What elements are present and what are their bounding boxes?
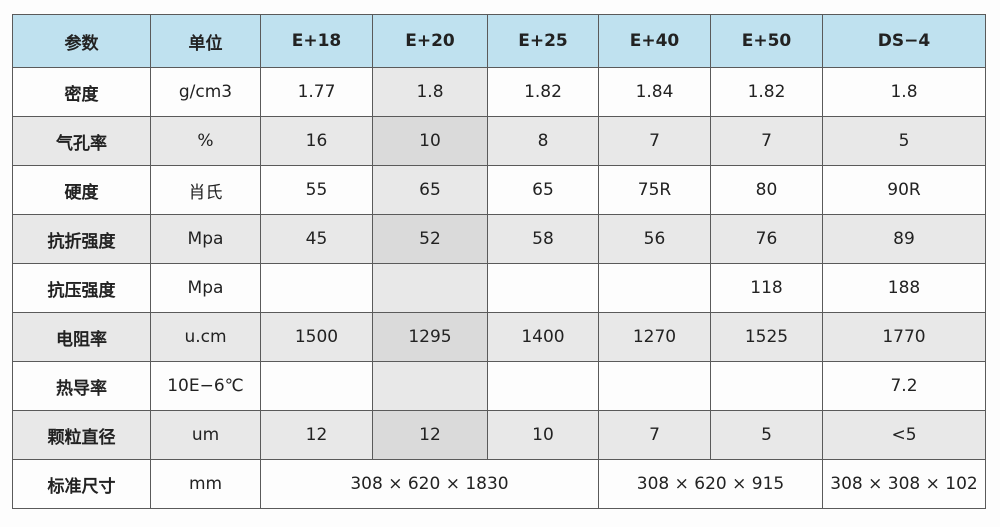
- table-cell: 89: [822, 214, 986, 264]
- table-cell: [598, 361, 711, 411]
- table-cell: 76: [710, 214, 823, 264]
- table-cell: 55: [260, 165, 373, 215]
- table-cell: 65: [372, 165, 488, 215]
- table-cell: 10: [372, 116, 488, 166]
- row-label: 抗压强度: [12, 263, 151, 313]
- row-label: 气孔率: [12, 116, 151, 166]
- table-cell: 7: [598, 116, 711, 166]
- row-label: 硬度: [12, 165, 151, 215]
- table-cell: u.cm: [150, 312, 261, 362]
- row-label: 热导率: [12, 361, 151, 411]
- table-cell: 45: [260, 214, 373, 264]
- header-cell: E+25: [487, 14, 599, 68]
- table-cell: 1525: [710, 312, 823, 362]
- table-row: 标准尺寸 mm 308 × 620 × 1830 308 × 620 × 915 308…: [12, 459, 986, 509]
- table-row: 电阻率 u.cm 1500 1295 1400 1270 1525 1770: [12, 312, 986, 362]
- table-cell: 1500: [260, 312, 373, 362]
- row-label: 抗折强度: [12, 214, 151, 264]
- table-cell: 肖氏: [150, 165, 261, 215]
- table-row: 抗折强度 Mpa 45 52 58 56 76 89: [12, 214, 986, 264]
- table-cell: 7.2: [822, 361, 986, 411]
- header-cell: 参数: [12, 14, 151, 68]
- header-cell: 单位: [150, 14, 261, 68]
- header-row: 参数 单位 E+18 E+20 E+25 E+40 E+50 DS−4: [12, 14, 986, 68]
- table-cell: 10E−6℃: [150, 361, 261, 411]
- table-cell: mm: [150, 459, 261, 509]
- table-cell: 1.8: [372, 67, 488, 117]
- table-cell: 7: [710, 116, 823, 166]
- table-cell: um: [150, 410, 261, 460]
- table-cell: 90R: [822, 165, 986, 215]
- table-cell: [372, 361, 488, 411]
- table-cell: 56: [598, 214, 711, 264]
- table-cell: 52: [372, 214, 488, 264]
- table-cell: 1.8: [822, 67, 986, 117]
- table-row: 气孔率% 16 10 8 7 7 5: [12, 116, 986, 166]
- row-label: 电阻率: [12, 312, 151, 362]
- header-cell: E+20: [372, 14, 488, 68]
- table-cell: 1.82: [710, 67, 823, 117]
- table-cell: 188: [822, 263, 986, 313]
- table-cell: [487, 263, 599, 313]
- table-cell: 1295: [372, 312, 488, 362]
- table-cell: [710, 361, 823, 411]
- table-cell: 10: [487, 410, 599, 460]
- table-cell: 16: [260, 116, 373, 166]
- table-cell: 1770: [822, 312, 986, 362]
- table-cell: 1.77: [260, 67, 373, 117]
- table-cell: [598, 263, 711, 313]
- table-row: 密度 g/cm3 1.77 1.8 1.82 1.84 1.82 1.8: [12, 67, 986, 117]
- table-cell: 308 × 620 × 1830: [260, 459, 599, 509]
- table-cell: 118: [710, 263, 823, 313]
- table-cell: 1.84: [598, 67, 711, 117]
- table-cell: 8: [487, 116, 599, 166]
- table-cell: g/cm3: [150, 67, 261, 117]
- table-cell: 80: [710, 165, 823, 215]
- table-cell: 75R: [598, 165, 711, 215]
- table-cell: <5: [822, 410, 986, 460]
- table-row: 抗压强度 Mpa 118 188: [12, 263, 986, 313]
- table-cell: 12: [260, 410, 373, 460]
- table-cell: [487, 361, 599, 411]
- table-cell: [372, 263, 488, 313]
- table-cell: 308 × 308 × 102: [822, 459, 986, 509]
- table-cell: 58: [487, 214, 599, 264]
- table-cell: 308 × 620 × 915: [598, 459, 823, 509]
- table-cell: Mpa: [150, 263, 261, 313]
- table-cell: %: [150, 116, 261, 166]
- table-cell: 1.82: [487, 67, 599, 117]
- table-row: 硬度 肖氏 55 65 65 75R 80 90R: [12, 165, 986, 215]
- spec-table: 参数 单位 E+18 E+20 E+25 E+40 E+50 DS−4 密度 g/cm3 1.77…: [12, 14, 986, 509]
- header-cell: E+40: [598, 14, 711, 68]
- header-cell: E+18: [260, 14, 373, 68]
- table-cell: [260, 263, 373, 313]
- table-row: 热导率 10E−6℃ 7.2: [12, 361, 986, 411]
- table-cell: 1400: [487, 312, 599, 362]
- row-label: 标准尺寸: [12, 459, 151, 509]
- table-cell: 12: [372, 410, 488, 460]
- table-row: 颗粒直径 um 12 12 10 7 5 <5: [12, 410, 986, 460]
- header-cell: DS−4: [822, 14, 986, 68]
- table-cell: 7: [598, 410, 711, 460]
- table-cell: 5: [822, 116, 986, 166]
- table-cell: 65: [487, 165, 599, 215]
- table-body: 密度 g/cm3 1.77 1.8 1.82 1.84 1.82 1.8 气孔率% 16 10 8 7 7…: [12, 67, 986, 509]
- row-label: 密度: [12, 67, 151, 117]
- header-cell: E+50: [710, 14, 823, 68]
- table-cell: Mpa: [150, 214, 261, 264]
- table-cell: 5: [710, 410, 823, 460]
- table-cell: [260, 361, 373, 411]
- row-label: 颗粒直径: [12, 410, 151, 460]
- table-cell: 1270: [598, 312, 711, 362]
